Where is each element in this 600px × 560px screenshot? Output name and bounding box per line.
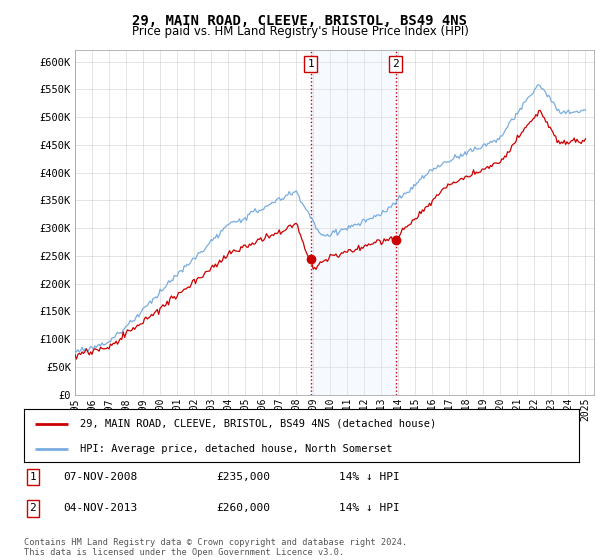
- Text: 14% ↓ HPI: 14% ↓ HPI: [339, 472, 400, 482]
- Text: 29, MAIN ROAD, CLEEVE, BRISTOL, BS49 4NS: 29, MAIN ROAD, CLEEVE, BRISTOL, BS49 4NS: [133, 14, 467, 28]
- Text: 07-NOV-2008: 07-NOV-2008: [63, 472, 137, 482]
- Text: 29, MAIN ROAD, CLEEVE, BRISTOL, BS49 4NS (detached house): 29, MAIN ROAD, CLEEVE, BRISTOL, BS49 4NS…: [79, 419, 436, 429]
- Text: 04-NOV-2013: 04-NOV-2013: [63, 503, 137, 514]
- Bar: [311, 50, 396, 395]
- Text: 14% ↓ HPI: 14% ↓ HPI: [339, 503, 400, 514]
- Text: £260,000: £260,000: [216, 503, 270, 514]
- Text: 1: 1: [307, 59, 314, 69]
- Text: 2: 2: [392, 59, 399, 69]
- Text: Price paid vs. HM Land Registry's House Price Index (HPI): Price paid vs. HM Land Registry's House …: [131, 25, 469, 38]
- Text: 2: 2: [29, 503, 37, 514]
- Text: Contains HM Land Registry data © Crown copyright and database right 2024.
This d: Contains HM Land Registry data © Crown c…: [24, 538, 407, 557]
- Text: HPI: Average price, detached house, North Somerset: HPI: Average price, detached house, Nort…: [79, 444, 392, 454]
- Text: 1: 1: [29, 472, 37, 482]
- Text: £235,000: £235,000: [216, 472, 270, 482]
